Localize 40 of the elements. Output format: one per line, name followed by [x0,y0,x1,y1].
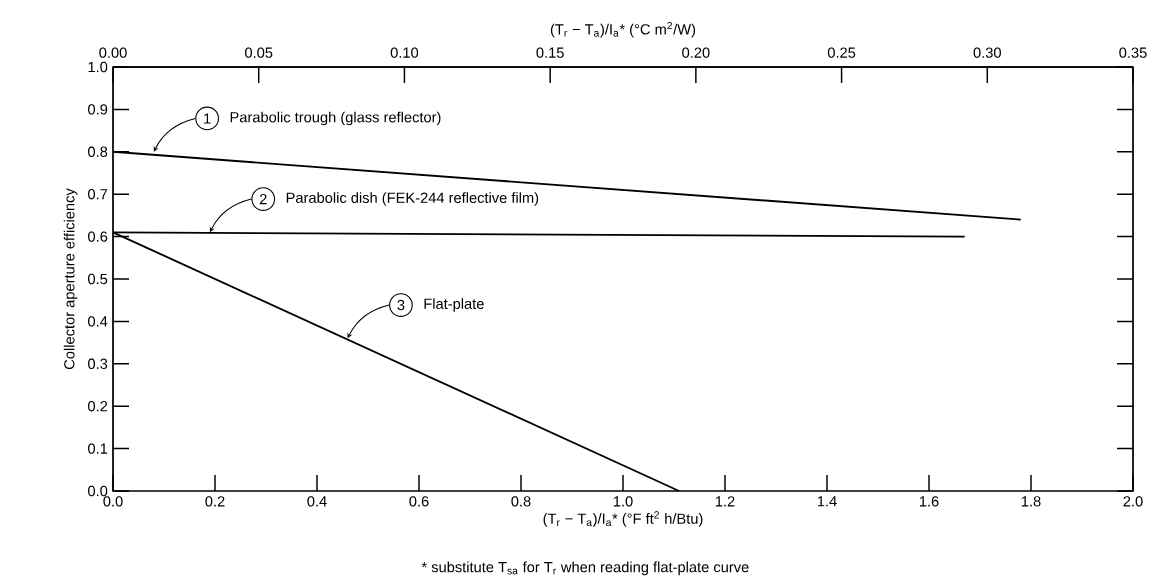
x2-tick-label: 0.05 [245,47,273,58]
y-tick-label: 0.0 [88,485,108,497]
x2-tick-label: 0.30 [973,47,1001,58]
y-tick-label: 0.8 [88,146,108,157]
legend-label: Flat-plate [424,298,484,312]
legend-label: Parabolic dish (FEK-244 reflective film) [286,192,539,206]
x-tick-label: 0.6 [409,496,429,507]
x-tick-label: 1.6 [919,496,939,507]
x-tick-label: 0.4 [307,496,327,507]
y-tick-label: 0.5 [88,273,108,285]
y-tick-label: 0.3 [88,358,108,369]
x2-tick-label: 0.15 [536,47,564,58]
legend-label: Parabolic trough (glass reflector) [230,111,441,126]
text: (T$_{r}$ − T$_{a}$)/I$_{a}$* (°C m$^{2}$/W) [550,21,696,38]
x-tick-label: 1.0 [613,496,633,507]
x-tick-label: 2.0 [1123,496,1143,507]
y-tick-label: 0.2 [88,401,108,412]
x2-tick-label: 0.25 [827,47,856,58]
annotation: 3 [397,299,405,311]
text: (T$_{r}$ − T$_{a}$)/I$_{a}$* (°F ft$^{2}$ h/Btu) [543,511,703,527]
y-axis-title: Collector aperture efficiency [63,188,78,370]
x-tick-label: 1.8 [1021,496,1041,507]
text: * substitute T$_{sa}$ for T$_{r}$ when reading flat-plate curve [421,561,749,576]
x2-tick-label: 0.35 [1119,47,1147,58]
x-tick-label: 0.0 [103,496,123,507]
x-tick-label: 0.8 [511,496,531,507]
y-tick-label: 1.0 [88,61,108,73]
y-tick-label: 0.1 [88,443,108,454]
x2-tick-label: 0.00 [99,47,127,58]
annotation: 1 [204,113,211,124]
x-tick-label: 1.4 [817,496,837,507]
annotation: 2 [259,193,267,205]
x-tick-label: 1.2 [715,496,735,507]
x-tick-label: 0.2 [205,496,225,507]
y-tick-label: 0.7 [88,189,108,200]
x2-tick-label: 0.10 [390,47,419,58]
y-tick-label: 0.6 [88,231,108,242]
x2-tick-label: 0.20 [682,47,710,58]
y-tick-label: 0.4 [88,316,108,327]
y-tick-label: 0.9 [88,104,108,115]
